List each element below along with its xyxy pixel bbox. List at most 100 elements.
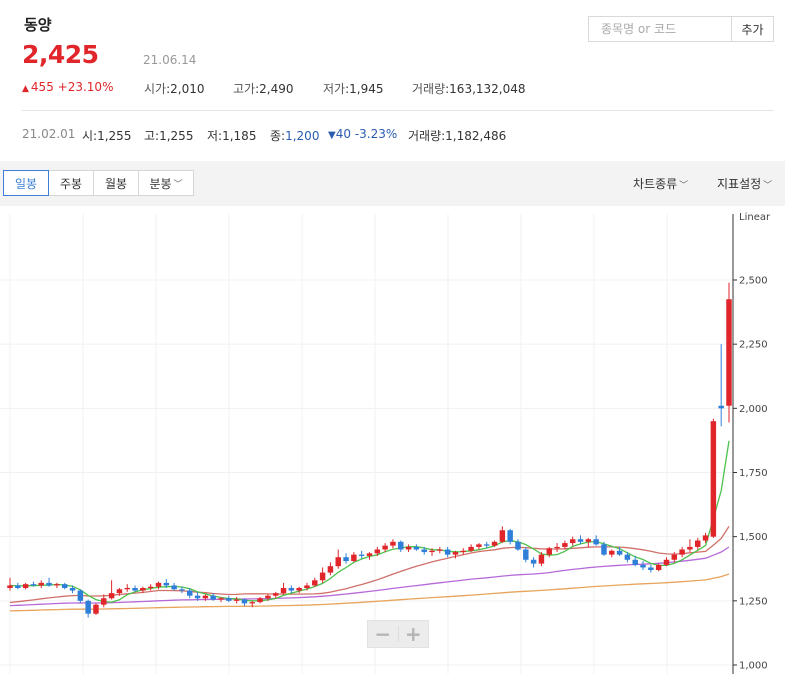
candle <box>366 552 373 560</box>
candle <box>405 544 412 553</box>
stock-name: 동양 <box>24 16 52 34</box>
candle <box>226 595 232 603</box>
candle <box>718 344 724 427</box>
tab-daily[interactable]: 일봉 <box>3 170 49 196</box>
candle-body <box>538 554 545 564</box>
zoom-in-button[interactable]: + <box>404 622 422 646</box>
search-input[interactable] <box>588 16 732 42</box>
candle-body <box>655 564 662 571</box>
candle <box>77 589 84 604</box>
candle <box>116 588 123 596</box>
candle <box>632 555 638 567</box>
candle <box>93 603 99 615</box>
candle <box>515 539 521 551</box>
candle <box>648 564 654 573</box>
zoom-out-button[interactable]: − <box>374 622 392 646</box>
candle <box>210 593 216 601</box>
candle-body <box>679 549 685 555</box>
candle-body <box>93 604 99 614</box>
indicator-menu[interactable]: 지표설정 ﹀ <box>717 177 773 191</box>
candle-body <box>319 572 326 581</box>
candle-body <box>468 546 474 551</box>
candle-body <box>296 588 302 591</box>
open-stat: 시가:2,010 <box>144 82 205 96</box>
candle <box>85 599 91 618</box>
low-value: 1,945 <box>349 82 384 96</box>
tick-label: 2,500 <box>739 276 768 287</box>
candle <box>429 548 435 556</box>
add-button[interactable]: 추가 <box>731 16 774 42</box>
candle <box>22 582 29 590</box>
candle <box>452 550 459 559</box>
down-triangle-icon: ▼ <box>328 130 336 141</box>
current-price: 2,425 <box>22 40 99 69</box>
candle <box>233 596 240 604</box>
candle-body <box>569 539 576 544</box>
up-triangle-icon: ▲ <box>22 84 29 94</box>
candle-body <box>108 593 115 599</box>
tab-minute[interactable]: 분봉 ﹀ <box>138 170 194 196</box>
candle <box>655 563 662 572</box>
ma5-line <box>9 440 730 603</box>
candle <box>124 584 130 592</box>
tick-label: 1,500 <box>739 532 768 543</box>
tick-label: 2,000 <box>739 404 768 415</box>
tick-label: 2,250 <box>739 340 768 351</box>
candlestick-chart[interactable]: Linear 2,500 2,250 2,000 1,750 1,500 1,250 1,00… <box>0 206 785 674</box>
candle-body <box>616 550 623 555</box>
high-label: 고가 <box>233 82 256 96</box>
candle <box>312 577 318 587</box>
candle-body <box>155 582 162 587</box>
candle-body <box>30 584 37 586</box>
candle <box>171 582 177 591</box>
candle-body <box>702 535 709 541</box>
candle <box>476 543 482 550</box>
day-date: 21.02.01 <box>22 127 76 141</box>
candle-body <box>218 598 224 600</box>
candle <box>523 546 529 563</box>
high-stat: 고가:2,490 <box>233 82 294 96</box>
candle <box>288 585 295 594</box>
candle-body <box>710 421 717 537</box>
candle-body <box>601 544 607 555</box>
zoom-control: − + <box>367 620 429 648</box>
day-close: 종:1,200 <box>270 129 320 143</box>
candle-body <box>280 588 287 594</box>
price-axis: Linear 2,500 2,250 2,000 1,750 1,500 1,250 1,00… <box>732 212 771 674</box>
candle <box>30 581 37 587</box>
candle <box>61 582 68 590</box>
candle-body <box>249 602 256 604</box>
candle <box>140 586 146 594</box>
candle <box>187 588 193 599</box>
candle <box>640 561 646 571</box>
candle <box>249 600 256 608</box>
candle-body <box>366 553 373 556</box>
candle <box>483 541 490 549</box>
candle <box>577 535 584 545</box>
candle-body <box>343 557 349 562</box>
candle <box>562 540 568 550</box>
day-high: 고:1,255 <box>144 129 194 143</box>
candle <box>101 594 107 608</box>
day-open: 시:1,255 <box>82 129 132 143</box>
candle-body <box>304 585 310 588</box>
candle-body <box>523 549 529 560</box>
price-change: ▲ 455 +23.10% <box>22 80 113 94</box>
candle-body <box>132 588 138 591</box>
candle <box>616 546 623 556</box>
tab-monthly[interactable]: 월봉 <box>93 170 139 196</box>
candle-body <box>460 550 467 553</box>
candle-body <box>640 564 646 568</box>
candle <box>108 580 115 600</box>
candle-body <box>483 544 490 546</box>
candle <box>679 546 685 558</box>
candle <box>327 562 334 576</box>
candle <box>241 598 248 606</box>
tab-weekly[interactable]: 주봉 <box>48 170 94 196</box>
candle <box>413 544 420 551</box>
candle-body <box>312 580 318 586</box>
candle-body <box>718 405 724 409</box>
candle-body <box>171 585 177 590</box>
candle-body <box>226 598 232 601</box>
chart-type-menu[interactable]: 차트종류 ﹀ <box>633 177 689 191</box>
